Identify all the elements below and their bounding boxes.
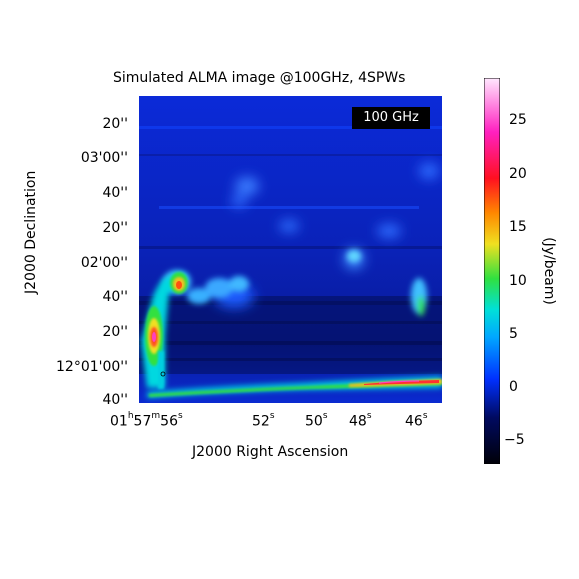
colorbar-tick: 20 xyxy=(509,166,527,182)
colorbar-tick: 0 xyxy=(509,379,518,395)
dark-region xyxy=(139,296,442,374)
y-tick-label: 20'' xyxy=(102,324,128,340)
filament-horizontal xyxy=(147,376,442,398)
y-tick-label: 40'' xyxy=(102,289,128,305)
y-tick-label: 02'00'' xyxy=(80,255,128,271)
x-tick-label: 48s xyxy=(349,411,372,430)
colorbar xyxy=(483,77,501,465)
y-tick-label: 40'' xyxy=(102,392,128,408)
x-axis-label: J2000 Right Ascension xyxy=(192,444,349,460)
colorbar-tick: 15 xyxy=(509,219,527,235)
y-tick-label: 20'' xyxy=(102,220,128,236)
colorbar-tick: 25 xyxy=(509,112,527,128)
x-tick-label-first: 01h57m56s xyxy=(110,411,183,430)
colorbar-tick: 10 xyxy=(509,273,527,289)
colorbar-tick: 5 xyxy=(509,326,518,342)
y-tick-labels: 20'' 03'00'' 40'' 20'' 02'00'' 40'' 20''… xyxy=(56,96,128,408)
x-tick-label: 46s xyxy=(405,411,428,430)
beam-marker xyxy=(160,371,166,377)
y-tick-label: 03'00'' xyxy=(80,150,128,166)
chart-title: Simulated ALMA image @100GHz, 4SPWs xyxy=(113,70,406,86)
x-tick-label: 50s xyxy=(305,411,328,430)
y-tick-label: 12°01'00'' xyxy=(56,359,128,375)
colorbar-gradient xyxy=(483,77,501,465)
colorbar-label: (Jy/beam) xyxy=(541,237,557,305)
filament-vertical xyxy=(141,272,188,389)
y-axis-label: J2000 Declination xyxy=(23,170,39,294)
x-tick-label: 52s xyxy=(252,411,275,430)
background-streaks xyxy=(139,126,442,361)
frequency-badge: 100 GHz xyxy=(352,107,430,129)
image-panel xyxy=(139,96,442,403)
y-tick-label: 20'' xyxy=(102,116,128,132)
y-tick-label: 40'' xyxy=(102,185,128,201)
heatmap-image xyxy=(139,96,442,403)
colorbar-tick: −5 xyxy=(504,432,525,448)
